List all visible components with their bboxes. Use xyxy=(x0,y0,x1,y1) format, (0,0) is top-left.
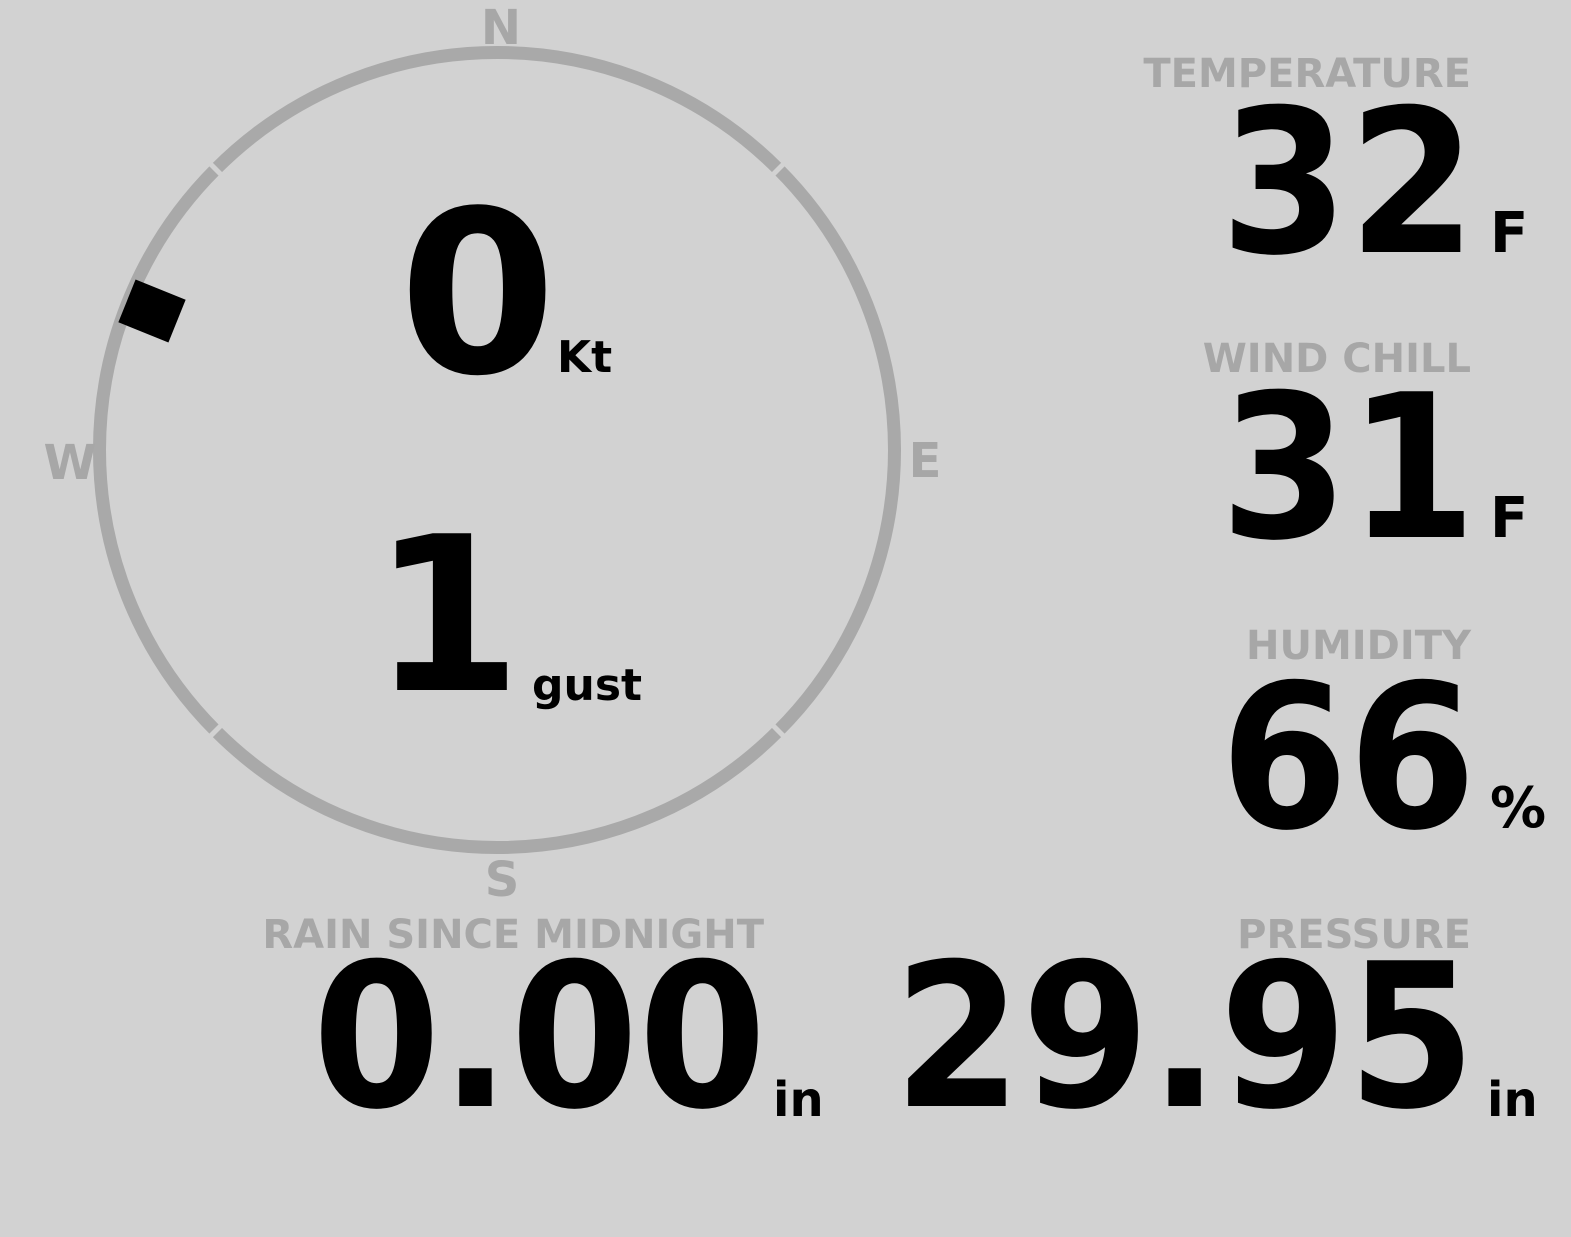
temperature-label: TEMPERATURE xyxy=(1143,51,1471,97)
rain-since-midnight-unit: in xyxy=(773,1072,824,1128)
wind-chill-value: 31 xyxy=(1219,352,1476,585)
wind-gust-unit: gust xyxy=(532,660,643,711)
wind-chill-label: WIND CHILL xyxy=(1202,336,1471,382)
cardinal-south: S xyxy=(484,852,520,908)
wind-speed-value: 0 xyxy=(399,163,557,426)
rain-since-midnight-label: RAIN SINCE MIDNIGHT xyxy=(262,912,764,958)
pressure-unit: in xyxy=(1487,1072,1538,1128)
humidity-value: 66 xyxy=(1219,642,1476,875)
temperature-value: 32 xyxy=(1219,67,1476,300)
humidity-label: HUMIDITY xyxy=(1246,623,1471,669)
wind-speed-unit: Kt xyxy=(557,332,613,383)
pressure-value: 29.95 xyxy=(893,921,1476,1154)
cardinal-east: E xyxy=(908,433,942,489)
wind-gust-value: 1 xyxy=(372,490,522,741)
cardinal-west: W xyxy=(43,435,97,491)
cardinal-north: N xyxy=(480,0,522,56)
wind-chill-unit: F xyxy=(1490,486,1529,551)
rain-since-midnight-value: 0.00 xyxy=(312,921,766,1154)
pressure-label: PRESSURE xyxy=(1237,912,1471,958)
temperature-unit: F xyxy=(1490,201,1529,266)
humidity-unit: % xyxy=(1490,776,1547,841)
